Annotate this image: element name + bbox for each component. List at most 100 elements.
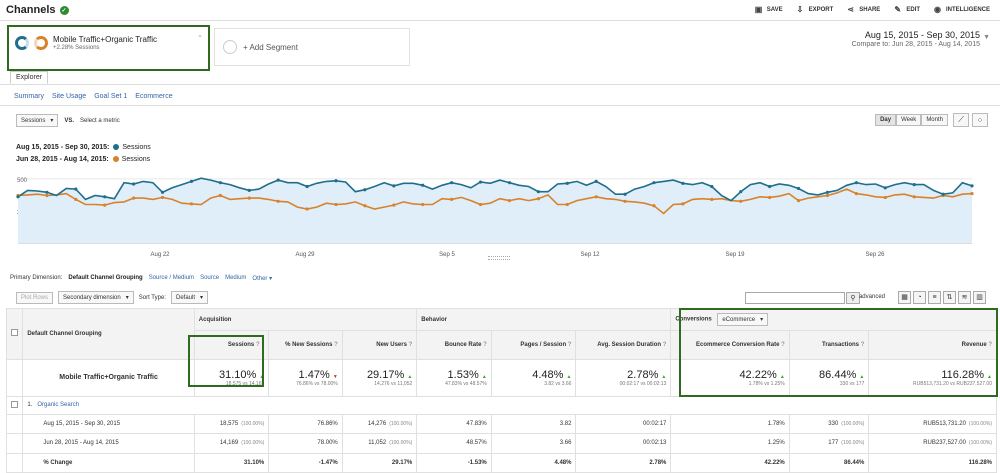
secondary-dimension-select[interactable]: Secondary dimension ▾ — [58, 291, 134, 304]
subtab-ecommerce[interactable]: Ecommerce — [135, 93, 173, 100]
chart-resize-handle[interactable] — [488, 256, 510, 260]
series-2-point — [189, 202, 194, 206]
subtab-summary[interactable]: Summary — [14, 93, 44, 100]
up-arrow-icon: ▲ — [259, 373, 265, 380]
row-cell: 00:02:17 — [575, 413, 672, 435]
cell-value: -1.53% — [467, 459, 487, 466]
conversion-type-select[interactable]: eCommerce ▾ — [717, 313, 769, 327]
select-metric-link[interactable]: Select a metric — [80, 117, 120, 124]
table-search-input[interactable] — [745, 292, 845, 304]
intelligence-button[interactable]: ◉ INTELLIGENCE — [933, 5, 990, 14]
caret-down-icon: ▾ — [125, 295, 129, 301]
series-1-point — [652, 181, 656, 185]
sort-type-select[interactable]: Default ▾ — [170, 291, 209, 304]
series-2-point — [825, 193, 830, 198]
organic-search-link[interactable]: Organic Search — [37, 402, 80, 409]
legend-metric-2: Sessions — [121, 156, 151, 163]
cell-value: 47.83% — [466, 421, 487, 428]
chevron-down-icon[interactable]: ▼ — [983, 34, 990, 41]
interval-week-button[interactable]: Week — [896, 114, 922, 126]
cell-value: 1.78% — [767, 421, 785, 428]
series-2-point — [247, 196, 251, 200]
down-arrow-icon: ▼ — [332, 373, 338, 380]
active-segment[interactable]: Mobile Traffic+Organic Traffic +2.28% Se… — [7, 25, 210, 71]
sort-type-label: Sort Type: — [138, 294, 166, 301]
col-new-users[interactable]: New Users ? — [341, 330, 418, 360]
motion-chart-icon[interactable]: ⁘ — [972, 113, 988, 127]
cell-value: 48.57% — [466, 440, 487, 447]
legend-dot-icon — [112, 156, 119, 163]
interval-day-button[interactable]: Day — [875, 114, 897, 126]
advanced-filter-link[interactable]: advanced — [858, 294, 885, 300]
cell-percent: (100.00%) — [389, 440, 413, 447]
series-2-point — [276, 199, 280, 203]
dimension-medium[interactable]: Medium — [225, 275, 247, 281]
row-cell: 78.00% — [268, 433, 343, 454]
tab-explorer[interactable]: Explorer — [10, 71, 49, 84]
series-1-point — [739, 190, 743, 194]
series-2-point — [305, 207, 309, 211]
comparison-view-icon[interactable]: ⇅ — [943, 291, 956, 304]
save-button[interactable]: ▣ SAVE — [754, 5, 783, 14]
dimension-source-medium[interactable]: Source / Medium — [148, 275, 195, 281]
series-1-point — [218, 181, 222, 185]
cell-percent: (100.00%) — [841, 440, 865, 447]
pivot-view-icon[interactable]: ▥ — [973, 291, 986, 304]
col-sessions[interactable]: Sessions ? ↓ — [193, 330, 270, 360]
row-spacer — [5, 413, 24, 435]
col-new-sessions[interactable]: % New Sessions ? — [268, 330, 343, 360]
col-avg-session-duration[interactable]: Avg. Session Duration ? — [575, 330, 672, 360]
dimension-other[interactable]: Other ▾ — [252, 276, 273, 282]
col-ecommerce-conversion-rate[interactable]: Ecommerce Conversion Rate ? — [670, 330, 790, 360]
report-table: Default Channel Grouping Acquisition Beh… — [5, 307, 997, 473]
subtab-goal-set-1[interactable]: Goal Set 1 — [94, 93, 128, 100]
series-2-point — [623, 199, 627, 203]
chevron-down-icon[interactable]: ⌄ — [197, 32, 203, 39]
help-icon: ? — [334, 342, 338, 349]
export-button[interactable]: ⇩ EXPORT — [796, 5, 834, 14]
sort-desc-icon: ↓ — [261, 342, 265, 349]
performance-view-icon[interactable]: ≡ — [928, 291, 941, 304]
table-controls: Plot Rows Secondary dimension ▾ Sort Type… — [16, 291, 209, 304]
row-cell: 48.57% — [416, 433, 492, 454]
series-1-point — [681, 181, 685, 185]
checkbox-icon[interactable] — [11, 400, 18, 408]
line-chart-icon[interactable]: ⟋ — [953, 113, 969, 127]
dimension-header[interactable]: Default Channel Grouping — [22, 308, 195, 360]
checkbox-icon[interactable] — [11, 329, 18, 337]
add-segment-label: + Add Segment — [243, 42, 298, 52]
series-2-point — [45, 193, 49, 198]
series-1-point — [970, 184, 974, 188]
cell-value: 11,052 — [368, 440, 387, 447]
cell-value: 14,276 — [367, 421, 387, 428]
summary-cell: 1.47% ▼ 76.86% vs 78.00% — [268, 358, 343, 397]
metric-select[interactable]: Sessions ▾ — [16, 114, 59, 127]
series-1-point — [912, 183, 916, 187]
interval-month-button[interactable]: Month — [921, 114, 948, 126]
table-view-icons: ▦ ◔ ≡ ⇅ ≋ ▥ — [898, 291, 986, 304]
row-cell: 47.83% — [416, 413, 492, 435]
col-revenue[interactable]: Revenue ? — [868, 330, 997, 360]
col-bounce-rate[interactable]: Bounce Rate ? — [416, 330, 492, 360]
col-transactions[interactable]: Transactions ? — [788, 330, 870, 360]
search-icon[interactable]: ⚲ — [846, 292, 860, 304]
edit-button[interactable]: ✎ EDIT — [894, 5, 920, 14]
dimension-source[interactable]: Source — [200, 275, 220, 281]
pie-view-icon[interactable]: ◔ — [913, 291, 926, 304]
x-tick-label: Aug 22 — [150, 252, 170, 258]
row-cell: 76.86% — [268, 413, 343, 435]
data-table-icon[interactable]: ▦ — [898, 291, 911, 304]
series-1-point — [594, 179, 598, 183]
subtab-site-usage[interactable]: Site Usage — [51, 93, 87, 100]
term-cloud-icon[interactable]: ≋ — [958, 291, 971, 304]
summary-cell: 4.48% ▲ 3.82 vs 3.66 — [490, 358, 577, 397]
plot-rows-button[interactable]: Plot Rows — [16, 291, 54, 304]
dimension-default-channel-grouping[interactable]: Default Channel Grouping — [68, 275, 143, 281]
summary-label: Mobile Traffic+Organic Traffic — [22, 358, 195, 397]
cell-value: 00:02:17 — [643, 421, 667, 428]
date-range-picker[interactable]: Aug 15, 2015 - Sep 30, 2015 Compare to: … — [852, 30, 980, 48]
add-segment-button[interactable]: + Add Segment — [214, 28, 410, 66]
col-pages-session[interactable]: Pages / Session ? — [490, 330, 577, 360]
share-button[interactable]: ⋖ SHARE — [847, 5, 881, 14]
